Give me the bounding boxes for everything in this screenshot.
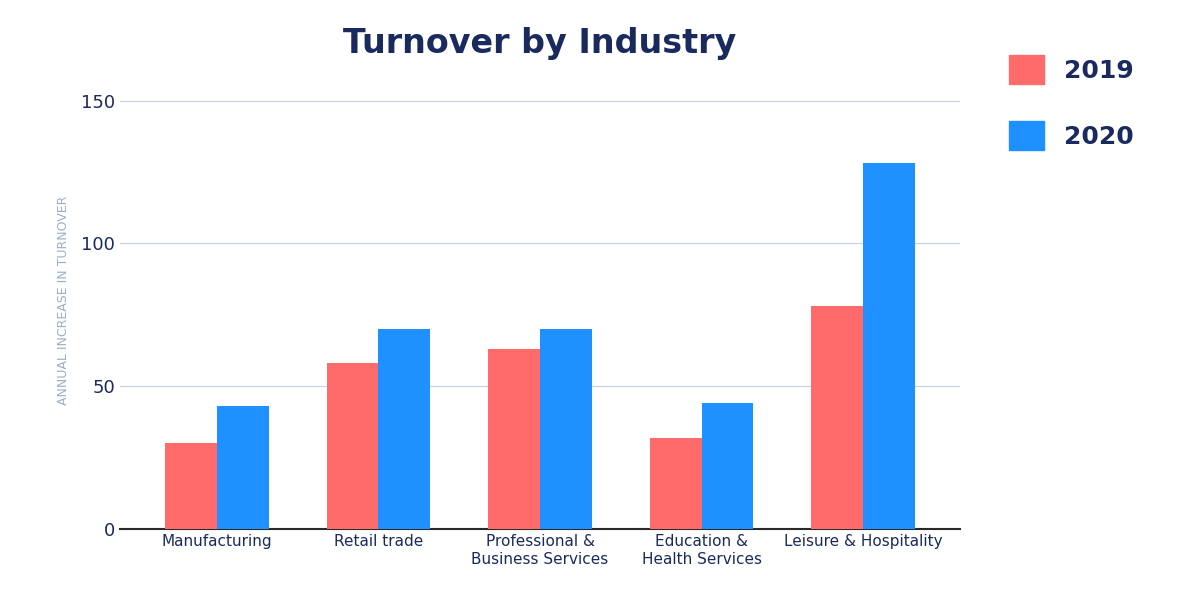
Bar [702,403,754,529]
Bar [217,406,269,529]
Bar [811,306,863,529]
Bar [326,363,378,529]
Bar [378,329,430,529]
Bar [863,163,914,529]
Bar [650,438,702,529]
Bar [488,349,540,529]
Legend: 2019, 2020: 2019, 2020 [996,43,1146,163]
Title: Turnover by Industry: Turnover by Industry [343,26,737,59]
Y-axis label: ANNUAL INCREASE IN TURNOVER: ANNUAL INCREASE IN TURNOVER [56,196,70,405]
Bar [166,444,217,529]
Bar [540,329,592,529]
